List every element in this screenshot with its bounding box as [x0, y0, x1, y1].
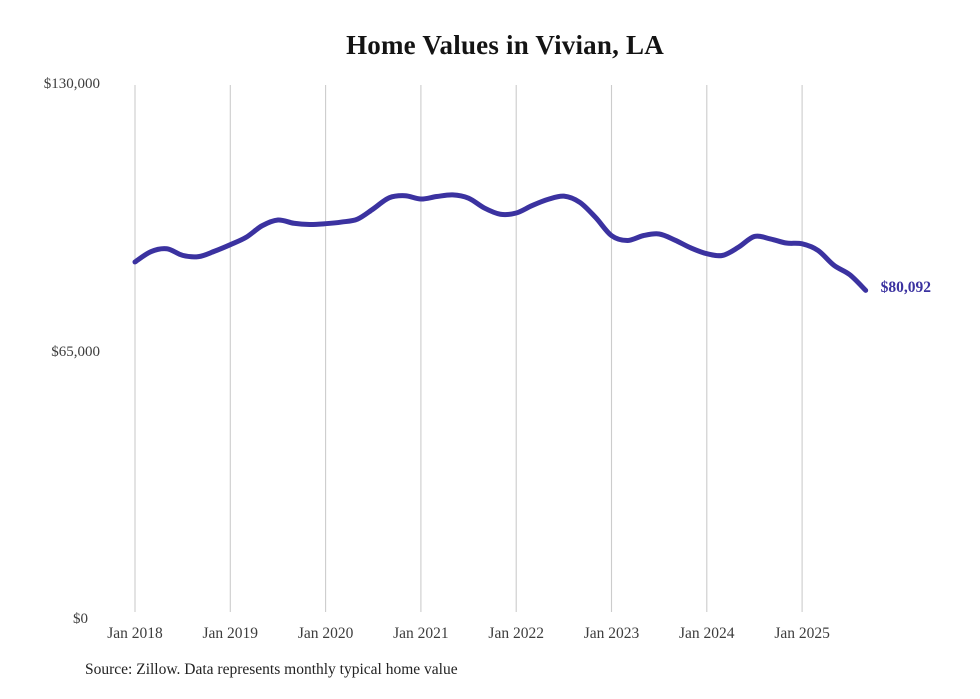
series-paths [132, 192, 869, 293]
gridlines [134, 85, 803, 612]
x-axis-tick-label: Jan 2019 [202, 625, 259, 642]
y-axis-tick-label-bottom: $0 [73, 611, 88, 627]
y-axis-tick-label-mid: $65,000 [51, 343, 100, 360]
x-axis-tick-label: Jan 2025 [774, 625, 830, 642]
series-line [132, 192, 869, 293]
x-axis-tick-label: Jan 2023 [583, 625, 640, 642]
x-axis-tick-label: Jan 2018 [107, 625, 163, 642]
page-title: Home Values in Vivian, LA [346, 30, 664, 60]
y-axis-tick-label-top: $130,000 [43, 76, 100, 92]
source-footnote: Source: Zillow. Data represents monthly … [85, 661, 458, 678]
end-value-annotation: $80,092 [880, 279, 932, 297]
x-axis-tick-label: Jan 2022 [488, 625, 544, 642]
x-axis-tick-label: Jan 2024 [679, 625, 735, 642]
x-axis-tick-label: Jan 2021 [393, 625, 449, 642]
x-axis-tick-label: Jan 2020 [297, 625, 354, 642]
